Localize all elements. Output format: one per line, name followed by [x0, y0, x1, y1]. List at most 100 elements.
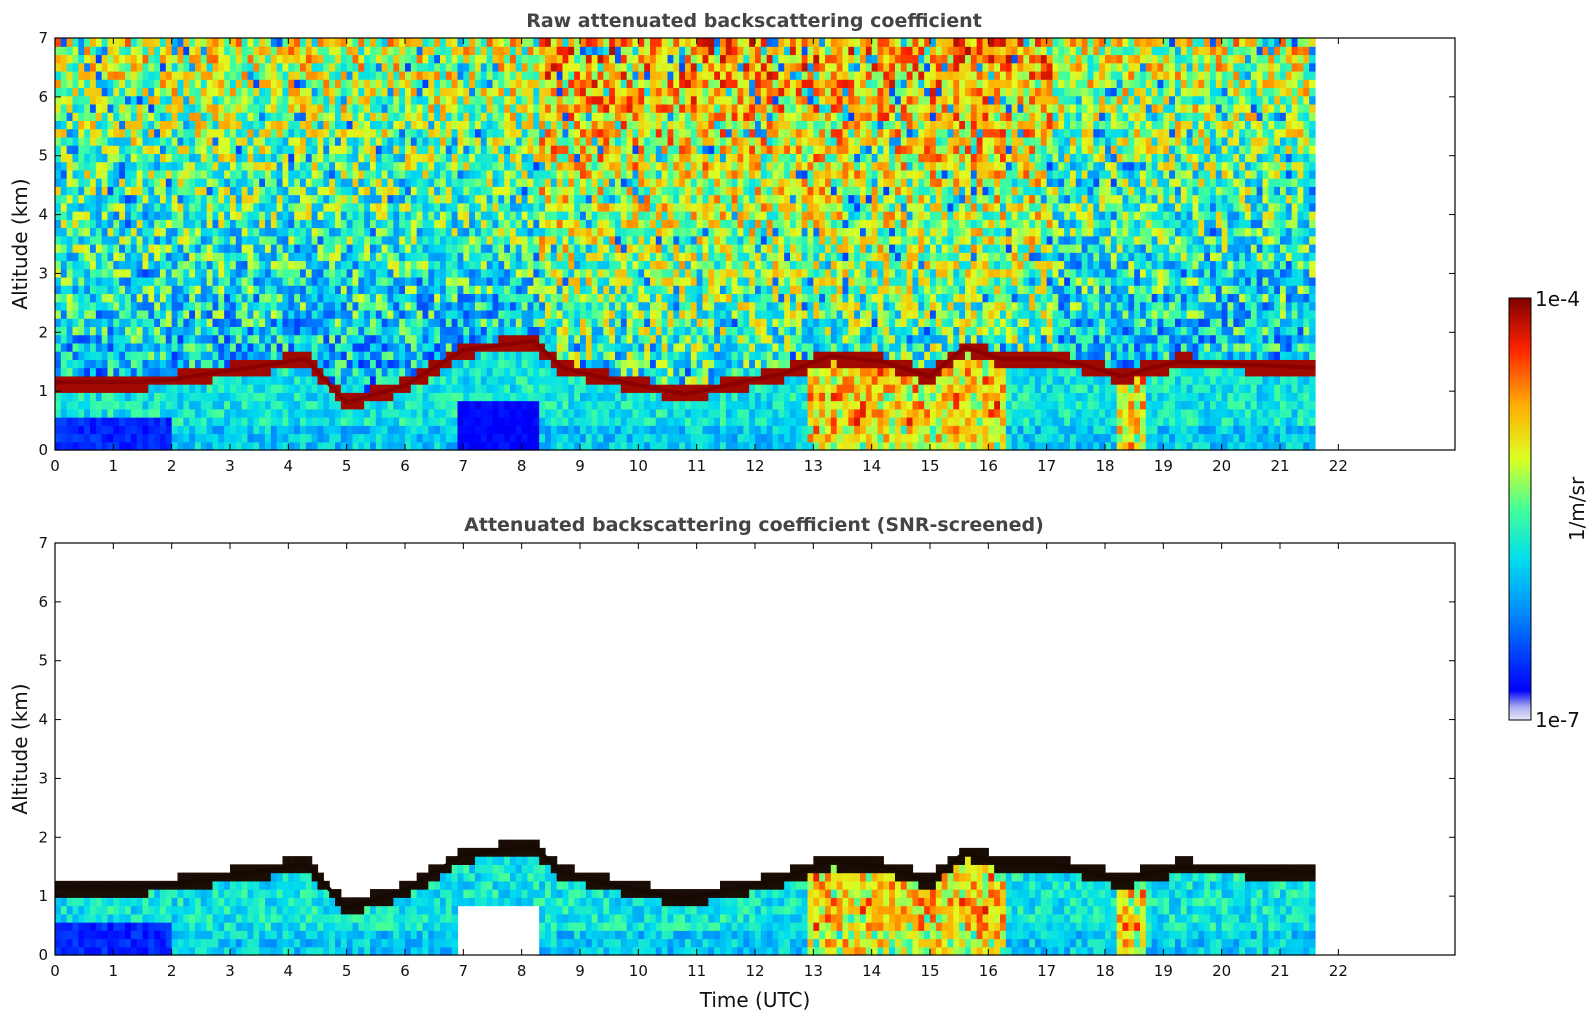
heatmap-cell — [323, 351, 330, 360]
heatmap-cell — [445, 38, 453, 47]
heatmap-cell — [527, 408, 534, 418]
heatmap-cell — [323, 178, 330, 187]
heatmap-cell — [95, 136, 103, 146]
heatmap-cell — [585, 103, 593, 113]
heatmap-cell — [387, 244, 394, 253]
heatmap-cell — [95, 219, 103, 229]
heatmap-cell — [527, 293, 534, 303]
heatmap-cell — [340, 178, 348, 187]
heatmap-cell — [101, 219, 109, 229]
heatmap-cell — [492, 326, 499, 336]
heatmap-cell — [72, 202, 79, 212]
heatmap-cell — [358, 384, 365, 393]
heatmap-cell — [125, 211, 132, 220]
heatmap-cell — [224, 186, 231, 196]
heatmap-cell — [323, 186, 330, 196]
heatmap-cell — [165, 326, 173, 336]
heatmap-cell — [451, 408, 459, 418]
heatmap-cell — [171, 417, 179, 426]
heatmap-cell — [78, 359, 85, 369]
heatmap-cell — [317, 186, 324, 196]
heatmap-cell — [154, 54, 161, 64]
heatmap-cell — [125, 202, 132, 212]
heatmap-cell — [171, 359, 179, 369]
heatmap-cell — [160, 417, 167, 426]
heatmap-cell — [66, 293, 74, 303]
heatmap-cell — [405, 136, 412, 146]
heatmap-cell — [235, 400, 243, 410]
heatmap-cell — [276, 375, 284, 385]
heatmap-cell — [206, 252, 214, 262]
heatmap-cell — [265, 120, 272, 130]
heatmap-cell — [358, 235, 365, 245]
heatmap-cell — [428, 326, 435, 336]
heatmap-cell — [130, 103, 138, 113]
heatmap-cell — [265, 178, 272, 187]
heatmap-cell — [597, 103, 604, 113]
heatmap-cell — [480, 145, 488, 154]
heatmap-cell — [335, 359, 342, 369]
heatmap-cell — [405, 244, 412, 253]
heatmap-cell — [195, 441, 202, 451]
heatmap-cell — [171, 145, 179, 154]
heatmap-cell — [370, 384, 377, 393]
heatmap-cell — [84, 268, 91, 278]
heatmap-cell — [335, 260, 342, 270]
heatmap-cell — [300, 417, 307, 426]
heatmap-cell — [189, 260, 196, 270]
heatmap-cell — [311, 326, 319, 336]
heatmap-cell — [294, 194, 301, 204]
heatmap-cell — [580, 384, 587, 393]
heatmap-cell — [510, 169, 517, 179]
heatmap-cell — [259, 351, 266, 360]
heatmap-cell — [609, 227, 616, 237]
heatmap-cell — [358, 169, 365, 179]
heatmap-cell — [300, 235, 307, 245]
heatmap-cell — [399, 400, 406, 410]
heatmap-cell — [90, 351, 97, 360]
heatmap-cell — [230, 186, 237, 196]
heatmap-cell — [603, 87, 610, 97]
heatmap-cell — [323, 79, 330, 89]
heatmap-cell — [463, 276, 470, 286]
heatmap-cell — [305, 276, 313, 286]
heatmap-cell — [521, 408, 529, 418]
heatmap-cell — [515, 235, 523, 245]
heatmap-cell — [329, 112, 336, 121]
heatmap-cell — [90, 367, 97, 377]
heatmap-cell — [329, 293, 336, 303]
heatmap-cell — [375, 227, 383, 237]
heatmap-cell — [265, 194, 272, 204]
heatmap-cell — [510, 211, 517, 220]
heatmap-cell — [335, 54, 342, 64]
heatmap-cell — [422, 54, 429, 64]
heatmap-cell — [585, 359, 593, 369]
heatmap-cell — [113, 194, 120, 204]
heatmap-cell — [591, 334, 599, 344]
heatmap-cell — [451, 318, 459, 327]
heatmap-cell — [580, 79, 587, 89]
heatmap-cell — [60, 417, 68, 426]
heatmap-cell — [533, 211, 540, 220]
heatmap-cell — [440, 136, 447, 146]
heatmap-cell — [218, 87, 225, 97]
heatmap-cell — [160, 219, 167, 229]
heatmap-cell — [370, 326, 377, 336]
heatmap-cell — [416, 384, 424, 393]
heatmap-cell — [136, 70, 144, 80]
heatmap-cell — [591, 169, 599, 179]
heatmap-cell — [90, 425, 97, 435]
heatmap-cell — [416, 252, 424, 262]
heatmap-cell — [323, 252, 330, 262]
heatmap-cell — [515, 211, 523, 220]
heatmap-cell — [428, 120, 435, 130]
heatmap-cell — [387, 202, 394, 212]
heatmap-cell — [235, 433, 243, 443]
heatmap-cell — [160, 342, 167, 352]
heatmap-cell — [434, 169, 441, 179]
heatmap-cell — [189, 351, 196, 360]
heatmap-cell — [510, 276, 517, 286]
heatmap-cell — [375, 38, 383, 47]
heatmap-cell — [498, 359, 505, 369]
heatmap-cell — [259, 375, 266, 385]
